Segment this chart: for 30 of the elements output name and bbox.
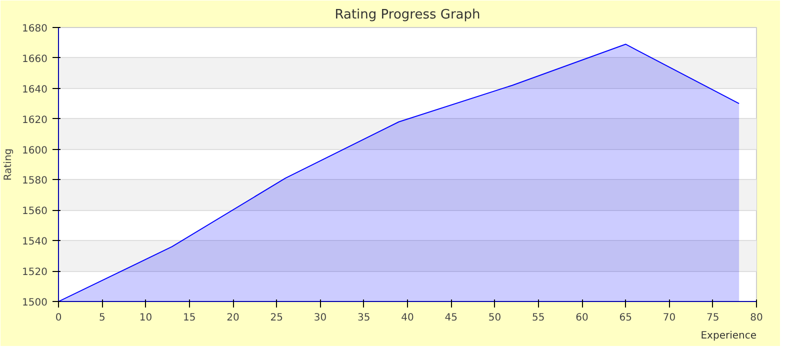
x-tick-label: 65 <box>619 312 632 324</box>
x-tick-label: 25 <box>270 312 283 324</box>
y-tick-label: 1520 <box>22 267 48 278</box>
x-tick-label: 80 <box>750 312 763 324</box>
x-tick-label: 0 <box>55 312 62 324</box>
y-axis-title: Rating <box>3 148 14 181</box>
y-tick-label: 1600 <box>22 145 48 156</box>
x-tick-label: 45 <box>444 312 458 324</box>
y-tick-label: 1640 <box>22 84 48 96</box>
x-tick-label: 30 <box>314 312 327 324</box>
x-tick-label: 10 <box>139 312 152 324</box>
y-tick-label: 1580 <box>22 176 48 187</box>
x-tick-label: 5 <box>98 312 106 324</box>
x-axis-title: Experience <box>700 330 757 342</box>
x-tick-label: 50 <box>488 312 502 324</box>
x-tick-label: 15 <box>183 312 196 324</box>
x-tick-label: 75 <box>706 312 720 324</box>
y-tick-label: 1680 <box>22 24 48 34</box>
x-tick-label: 20 <box>226 312 240 324</box>
y-tick-label: 1500 <box>22 298 48 308</box>
x-tick-label: 55 <box>532 312 545 324</box>
x-tick-label: 35 <box>358 312 370 324</box>
chart-title: Rating Progress Graph <box>334 8 480 22</box>
x-tick-label: 60 <box>576 312 588 324</box>
y-tick-label: 1560 <box>22 206 48 218</box>
y-tick-label: 1540 <box>22 236 48 248</box>
y-tick-label: 1620 <box>22 114 48 126</box>
x-tick-label: 40 <box>401 312 414 324</box>
y-tick-label: 1660 <box>22 54 48 65</box>
x-tick-label: 70 <box>662 312 676 324</box>
